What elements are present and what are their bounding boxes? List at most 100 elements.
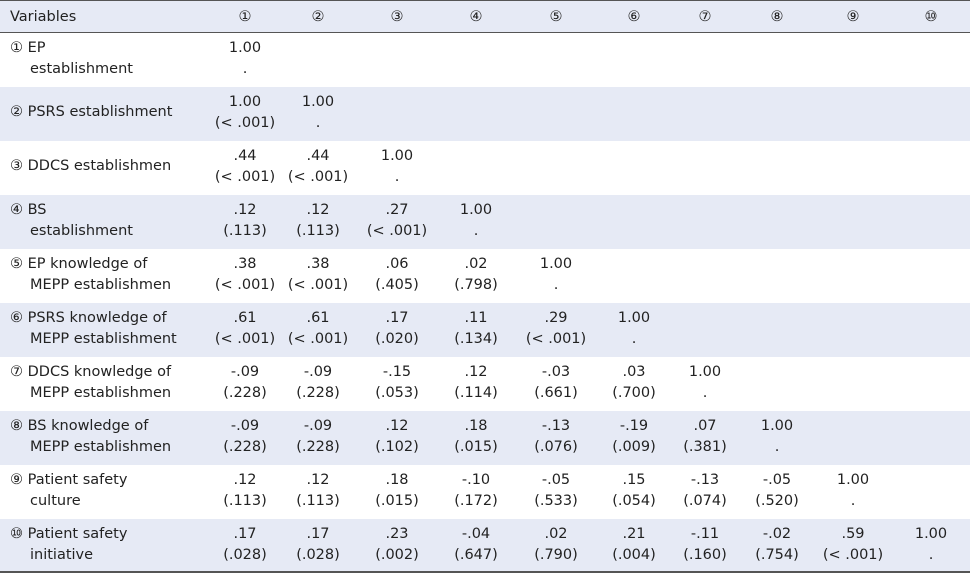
coefficient: -.13 (690, 472, 720, 488)
coefficient: .15 (622, 472, 646, 488)
row-label: MEPP establishmen (30, 277, 172, 293)
p-value: (.113) (223, 223, 267, 239)
p-value: (.228) (223, 439, 267, 455)
p-value: (.113) (296, 493, 340, 509)
row-label: ⑧ BS knowledge of (10, 418, 149, 434)
p-value: (.028) (223, 547, 267, 563)
coefficient: .03 (622, 364, 646, 380)
row-label: initiative (30, 547, 94, 563)
header-cell: ⑦ (698, 9, 712, 25)
p-value: (.102) (375, 439, 419, 455)
row-label: ③ DDCS establishmen (10, 158, 172, 174)
coefficient: -.09 (230, 418, 260, 434)
p-value: (.405) (375, 277, 419, 293)
p-value: . (473, 223, 479, 239)
row-label: establishment (30, 223, 133, 239)
p-value: (.228) (223, 385, 267, 401)
row-label: ⑥ PSRS knowledge of (10, 310, 167, 326)
p-value: (.015) (375, 493, 419, 509)
p-value: (< .001) (287, 169, 349, 185)
p-value: (.054) (612, 493, 656, 509)
coefficient: .38 (233, 256, 257, 272)
table-row: ③ DDCS establishmen .44 (< .001) .44 (< .001… (0, 141, 970, 195)
coefficient: .61 (306, 310, 330, 326)
p-value: . (394, 169, 400, 185)
header-row: Variables ① ② ③ ④ ⑤ ⑥ ⑦ ⑧ ⑨ ⑩ (0, 0, 970, 33)
row-label: ④ BS (10, 202, 47, 218)
row-label: MEPP establishment (30, 331, 177, 347)
header-cell: ⑧ (770, 9, 784, 25)
coefficient: 1.00 (760, 418, 794, 434)
table-row: ⑨ Patient safety culture .12 (.113) .12 (.113… (0, 465, 970, 519)
coefficient: .59 (841, 526, 865, 542)
coefficient: -.02 (762, 526, 792, 542)
coefficient: 1.00 (914, 526, 948, 542)
coefficient: .44 (306, 148, 330, 164)
p-value: (.020) (375, 331, 419, 347)
p-value: (.134) (454, 331, 498, 347)
p-value: (.700) (612, 385, 656, 401)
p-value: (.015) (454, 439, 498, 455)
table-row: ⑥ PSRS knowledge of MEPP establishment .61… (0, 303, 970, 357)
p-value: (< .001) (287, 331, 349, 347)
coefficient: .17 (233, 526, 257, 542)
coefficient: -.19 (619, 418, 649, 434)
coefficient: -.09 (230, 364, 260, 380)
p-value: (.520) (755, 493, 799, 509)
coefficient: .18 (464, 418, 488, 434)
p-value: (< .001) (287, 277, 349, 293)
p-value: (.002) (375, 547, 419, 563)
p-value: (.009) (612, 439, 656, 455)
coefficient: .11 (464, 310, 488, 326)
p-value: (< .001) (214, 169, 276, 185)
coefficient: .12 (233, 202, 257, 218)
p-value: (.053) (375, 385, 419, 401)
table-row: ① EP establishment 1.00. (0, 33, 970, 87)
coefficient: -.13 (541, 418, 571, 434)
table-row: ⑧ BS knowledge of MEPP establishmen -.09 (.… (0, 411, 970, 465)
coefficient: 1.00 (688, 364, 722, 380)
p-value: (.228) (296, 385, 340, 401)
header-cell: ⑨ (846, 9, 860, 25)
p-value: (< .001) (525, 331, 587, 347)
p-value: . (928, 547, 934, 563)
coefficient: 1.00 (459, 202, 493, 218)
coefficient: 1.00 (301, 94, 335, 110)
row-label: ⑩ Patient safety (10, 526, 128, 542)
coefficient: .17 (306, 526, 330, 542)
coefficient: -.10 (461, 472, 491, 488)
coefficient: 1.00 (617, 310, 651, 326)
p-value: (.114) (454, 385, 498, 401)
row-label: MEPP establishmen (30, 439, 172, 455)
coefficient: -.09 (303, 418, 333, 434)
coefficient: .02 (464, 256, 488, 272)
p-value: (.381) (683, 439, 727, 455)
header-cell: ⑥ (627, 9, 641, 25)
table-row: ② PSRS establishment 1.00 (< .001) 1.00. (0, 87, 970, 141)
p-value: (.228) (296, 439, 340, 455)
header-cell: ⑤ (549, 9, 563, 25)
p-value: (.790) (534, 547, 578, 563)
table-row: ④ BS establishment .12 (.113) .12 (.113) .27 (<… (0, 195, 970, 249)
p-value: (.533) (534, 493, 578, 509)
p-value: (.754) (755, 547, 799, 563)
coefficient: .61 (233, 310, 257, 326)
coefficient: .18 (385, 472, 409, 488)
header-cell: ① (238, 9, 252, 25)
coefficient: .29 (544, 310, 568, 326)
p-value: . (553, 277, 559, 293)
p-value: . (315, 115, 321, 131)
coefficient: .12 (233, 472, 257, 488)
p-value: (< .001) (214, 331, 276, 347)
p-value: (.076) (534, 439, 578, 455)
p-value: (.798) (454, 277, 498, 293)
header-cell: ④ (469, 9, 483, 25)
coefficient: -.09 (303, 364, 333, 380)
coefficient: .06 (385, 256, 409, 272)
coefficient: -.03 (541, 364, 571, 380)
header-cell: ② (311, 9, 325, 25)
coefficient: .12 (306, 472, 330, 488)
coefficient: .44 (233, 148, 257, 164)
p-value: (.661) (534, 385, 578, 401)
